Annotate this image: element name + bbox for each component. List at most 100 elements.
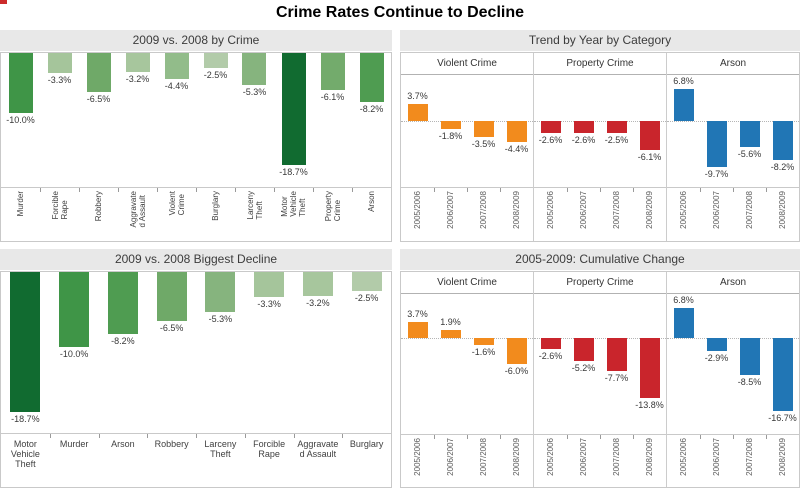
zero-line [534,338,666,339]
page-title: Crime Rates Continue to Decline [275,4,525,21]
plot-area: 3.7% 1.9% -1.6% -6.0% [401,294,533,434]
bar-property-crime-2007-2008[interactable] [606,338,627,372]
panel-cumulative-change: 2005-2009: Cumulative Change Violent Cri… [400,249,800,488]
category-slot: Larceny Theft [196,437,245,487]
category-label: 2007/2008 [479,438,488,476]
category-label: Motor Vehicle Theft [10,439,40,469]
bar-aggravate-d-assault[interactable] [125,53,150,73]
bar-property-crime[interactable] [320,53,345,90]
bar-arson-2006-2007[interactable] [706,121,727,167]
category-slot: Robbery [147,437,196,487]
category-slot: 2007/2008 [467,438,500,487]
category-slot: 2007/2008 [467,191,500,241]
bar-property-crime-2008-2009[interactable] [639,121,660,150]
category-label: Arson [367,191,376,212]
bar-violent-crime-2008-2009[interactable] [506,121,527,142]
value-label: 3.7% [407,308,428,319]
bar-aggravate-d-assault[interactable] [302,272,333,296]
axis-tick [157,188,158,192]
bar-violent-crime-2007-2008[interactable] [473,338,494,345]
category-slot: 2007/2008 [600,191,633,241]
bar-arson-2008-2009[interactable] [772,338,793,411]
value-label: -9.7% [704,168,729,179]
bar-forcible-rape[interactable] [47,53,72,73]
category-slot: Murder [50,437,99,487]
bar-property-crime-2006-2007[interactable] [573,121,594,134]
axis-tick [766,435,767,439]
category-label: 2007/2008 [745,191,754,229]
bar-murder[interactable] [8,53,33,113]
bar-larceny-theft[interactable] [205,272,236,312]
bar-property-crime-2008-2009[interactable] [639,338,660,399]
category-label: Larceny Theft [245,191,264,220]
category-label: 2008/2009 [645,438,654,476]
value-label: -4.4% [504,143,529,154]
category-label: 2005/2006 [679,438,688,476]
bar-arson[interactable] [107,272,138,334]
bar-arson-2007-2008[interactable] [739,121,760,148]
bar-larceny-theft[interactable] [242,53,267,85]
axis-tick [79,188,80,192]
bar-burglary[interactable] [203,53,228,68]
bar-property-crime-2007-2008[interactable] [606,121,627,133]
axis-tick [567,435,568,439]
bar-violent-crime-2007-2008[interactable] [473,121,494,138]
category-label: 2007/2008 [612,191,621,229]
category-label: 2008/2009 [512,438,521,476]
bar-violent-crime-2005-2006[interactable] [407,321,428,338]
panel-trend-by-year: Trend by Year by Category Violent Crime 3… [400,30,800,242]
panel-title-biggest-decline: 2009 vs. 2008 Biggest Decline [0,249,392,270]
bar-motor-vehicle-theft[interactable] [10,272,41,413]
bar-arson-2005-2006[interactable] [673,308,694,338]
category-slot: Burglary [196,191,235,241]
bar-violent-crime-2005-2006[interactable] [407,103,428,121]
group-title-violent-crime: Violent Crime [401,53,533,75]
category-label: Aggravate d Assault [128,191,147,228]
value-label: 6.8% [673,295,694,306]
bar-arson-2006-2007[interactable] [706,338,727,351]
bar-property-crime-2005-2006[interactable] [540,338,561,350]
value-label: -5.3% [208,313,233,324]
category-label: Property Crime [323,191,342,222]
x-axis: 2005/2006 2006/2007 2007/2008 2008/2009 [667,187,799,241]
value-label: -8.2% [111,335,135,346]
bar-arson-2008-2009[interactable] [772,121,793,160]
bar-arson[interactable] [359,53,384,103]
x-axis: 2005/2006 2006/2007 2007/2008 2008/2009 [401,434,533,487]
bar-violent-crime-2006-2007[interactable] [440,329,461,338]
group-title-arson: Arson [667,272,799,294]
bar-violent-crime[interactable] [164,53,189,80]
value-label: -2.5% [604,134,629,145]
category-label: Aggravate d Assault [297,439,339,459]
bar-robbery[interactable] [86,53,111,92]
axis-tick [467,435,468,439]
plot-area: 3.7% -1.8% -3.5% -4.4% [401,75,533,187]
group-columns: Violent Crime 3.7% -1.8% -3.5% -4.4% 2005/200… [401,53,799,241]
value-label: -1.6% [471,346,496,357]
bar-violent-crime-2008-2009[interactable] [506,338,527,365]
bar-murder[interactable] [59,272,90,347]
category-label: Forcible Rape [253,439,286,459]
value-label: -1.8% [438,131,463,142]
value-label: -8.5% [737,376,762,387]
value-label: -2.6% [571,135,596,146]
bar-violent-crime-2006-2007[interactable] [440,121,461,130]
bar-arson-2007-2008[interactable] [739,338,760,375]
value-label: -2.6% [538,135,563,146]
plot-area: -2.6% -5.2% -7.7% -13.8% [534,294,666,434]
value-label: -3.3% [47,74,72,85]
bar-forcible-rape[interactable] [254,272,285,297]
bar-burglary[interactable] [351,272,382,291]
value-label: -6.5% [86,94,111,104]
bar-motor-vehicle-theft[interactable] [281,53,306,166]
value-label: -8.2% [359,104,384,115]
bar-robbery[interactable] [156,272,187,321]
category-slot: 2008/2009 [500,438,533,487]
bar-property-crime-2006-2007[interactable] [573,338,594,361]
bar-property-crime-2005-2006[interactable] [540,121,561,134]
category-slot: Motor Vehicle Theft [1,437,50,487]
axis-tick [313,188,314,192]
bar-arson-2005-2006[interactable] [673,89,694,121]
value-label: -6.1% [637,151,662,162]
category-slot: Violent Crime [157,191,196,241]
